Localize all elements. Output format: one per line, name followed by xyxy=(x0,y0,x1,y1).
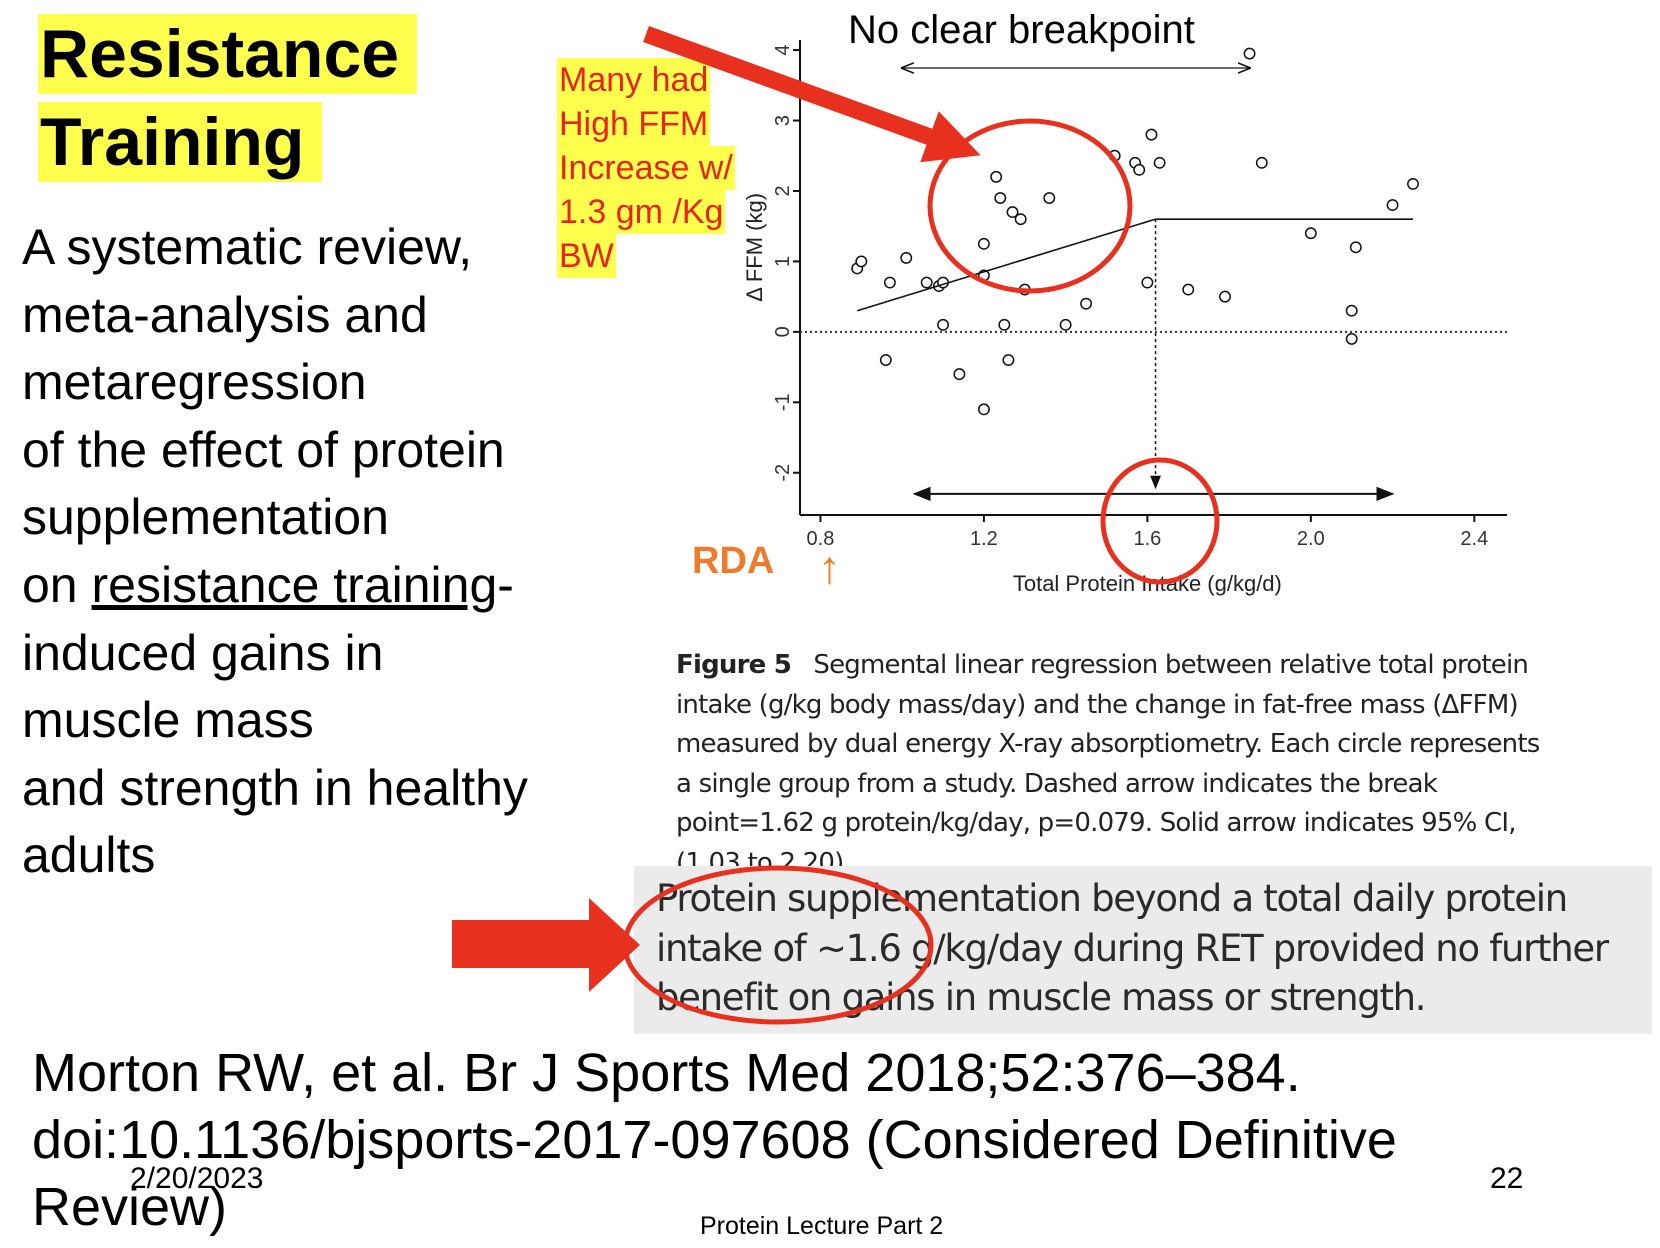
data-point xyxy=(977,403,990,416)
slide-footer: Protein Lecture Part 2 xyxy=(700,1212,944,1240)
y-tick-label: -2 xyxy=(772,464,794,482)
data-point xyxy=(953,368,966,381)
note-line: Many had xyxy=(557,58,711,102)
body-line: and strength in healthy xyxy=(22,759,528,816)
data-point xyxy=(990,170,1003,183)
data-point xyxy=(1243,47,1256,60)
y-tick-label: -1 xyxy=(772,393,794,411)
data-point xyxy=(1304,227,1317,240)
body-line: supplementation xyxy=(22,489,389,546)
data-point xyxy=(1014,213,1027,226)
conclusion-box xyxy=(634,866,1652,1034)
y-tick-label: 4 xyxy=(772,45,794,56)
data-point xyxy=(855,255,868,268)
body-text: A systematic review, meta-analysis and m… xyxy=(22,214,602,890)
data-point xyxy=(879,354,892,366)
data-point xyxy=(1141,276,1154,289)
red-circle-conclusion xyxy=(622,865,934,1025)
red-circle-cluster xyxy=(927,118,1133,294)
data-point xyxy=(1006,206,1019,219)
red-circle-breakpoint xyxy=(1100,457,1220,585)
data-point xyxy=(1182,283,1195,296)
data-point xyxy=(1002,354,1015,366)
figure-caption: Figure 5 Segmental linear regression bet… xyxy=(676,646,1556,883)
data-point xyxy=(1145,128,1158,141)
body-line: induced gains in xyxy=(22,624,384,681)
note-line: 1.3 gm /Kg xyxy=(557,190,726,234)
body-line-underlined: on resistance training- xyxy=(22,552,602,620)
x-tick-label: 2.0 xyxy=(1297,528,1325,550)
chart-axes: -2 -1 0 1 2 3 4 0.8 1.2 1.6 2.0 2.4 Total Protein In… xyxy=(742,40,1507,596)
figure-caption-text: Segmental linear regression between rela… xyxy=(676,650,1540,878)
red-pointer-arrow xyxy=(643,26,981,163)
body-line: muscle mass xyxy=(22,692,314,749)
chart-points xyxy=(851,47,1419,416)
conclusion-text: Protein supplementation beyond a total d… xyxy=(656,877,1609,1019)
data-point xyxy=(1043,192,1056,204)
note-line: Increase w/ xyxy=(557,146,735,190)
x-tick-label: 2.4 xyxy=(1460,528,1488,550)
data-point xyxy=(977,237,990,250)
slide-title-line-1: Resistance xyxy=(38,14,418,94)
x-tick-label: 1.6 xyxy=(1133,528,1161,550)
data-point xyxy=(1345,332,1358,345)
y-tick-label: 0 xyxy=(772,326,794,337)
rda-label: RDA xyxy=(692,540,775,582)
data-point xyxy=(998,318,1011,331)
body-line: A systematic review, xyxy=(22,219,473,275)
data-point xyxy=(883,276,896,289)
no-breakpoint-label: No clear breakpoint xyxy=(848,8,1195,52)
x-tick-label: 0.8 xyxy=(807,528,835,550)
data-point xyxy=(1407,177,1419,190)
data-point xyxy=(937,318,949,331)
y-tick-label: 1 xyxy=(772,256,794,267)
annotation-note: Many had High FFM Increase w/ 1.3 gm /Kg… xyxy=(557,58,735,278)
rda-arrow-icon: ↑ xyxy=(818,541,841,593)
x-axis-title: Total Protein Intake (g/kg/d) xyxy=(1013,571,1282,596)
data-point xyxy=(1080,297,1093,310)
figure-caption-label: Figure 5 xyxy=(676,650,792,680)
body-on-prefix: on xyxy=(22,556,92,613)
note-line: BW xyxy=(557,234,616,278)
red-block-arrow xyxy=(452,898,640,992)
slide-number: 22 xyxy=(1490,1162,1524,1195)
data-point xyxy=(920,276,933,289)
data-point xyxy=(1349,241,1362,254)
body-line: meta-analysis and xyxy=(22,286,428,343)
data-point xyxy=(1133,163,1146,176)
chart-annotations xyxy=(800,68,1507,502)
note-line: High FFM xyxy=(557,102,711,146)
slide-title-line-2: Training xyxy=(38,102,323,182)
data-point xyxy=(994,192,1007,204)
data-point xyxy=(1345,304,1358,317)
citation: Morton RW, et al. Br J Sports Med 2018;5… xyxy=(32,1043,1397,1237)
x-tick-label: 1.2 xyxy=(970,528,998,550)
data-point xyxy=(900,251,913,264)
data-point xyxy=(1219,290,1231,303)
y-tick-label: 2 xyxy=(772,185,794,196)
body-line: adults xyxy=(22,827,156,884)
data-point xyxy=(1255,156,1268,169)
body-line: of the effect of protein xyxy=(22,421,505,478)
underlined-term: resistance training xyxy=(91,556,498,613)
data-point xyxy=(1153,156,1166,169)
body-line: metaregression xyxy=(22,354,367,411)
y-tick-label: 3 xyxy=(772,115,794,126)
body-hyphen: - xyxy=(497,556,514,613)
y-axis-title: Δ FFM (kg) xyxy=(742,193,767,302)
data-point xyxy=(1386,199,1399,212)
slide-date: 2/20/2023 xyxy=(130,1162,264,1195)
data-point xyxy=(1059,318,1072,331)
